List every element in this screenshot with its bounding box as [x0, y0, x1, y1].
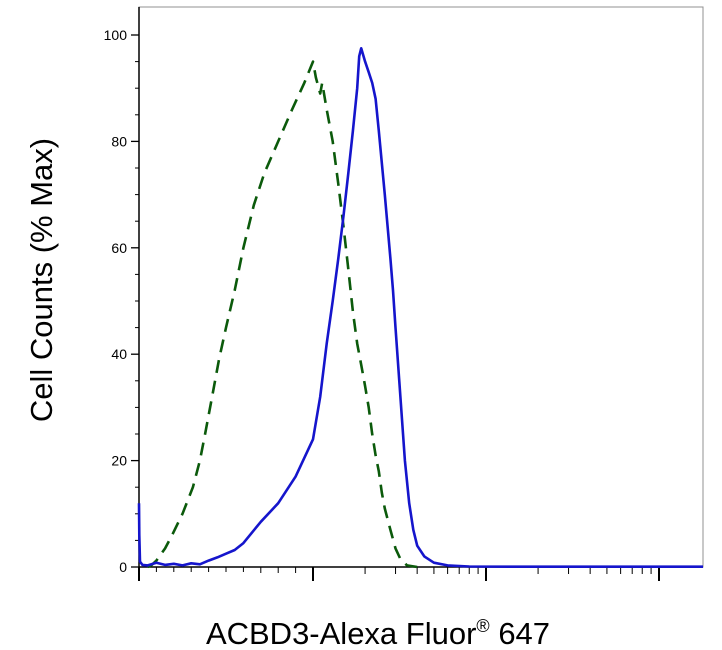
y-axis-title: Cell Counts (% Max)	[24, 138, 59, 422]
y-axis: 0 20 40 60 80 100	[104, 27, 139, 575]
y-tick-label: 40	[111, 346, 127, 362]
y-tick-label: 0	[119, 559, 127, 575]
series-layer	[137, 47, 703, 569]
y-tick-label: 80	[111, 133, 127, 149]
series-dashed-line	[147, 60, 418, 569]
x-axis-title-registered-mark: ®	[476, 616, 489, 636]
x-axis	[138, 567, 660, 581]
y-tick-label: 60	[111, 240, 127, 256]
series-solid-line	[137, 47, 703, 568]
x-axis-title-main: ACBD3-Alexa Fluor	[206, 616, 476, 650]
y-tick-label: 20	[111, 453, 127, 469]
x-axis-title-space	[490, 616, 499, 650]
x-axis-title-suffix: 647	[498, 616, 550, 650]
y-tick-label: 100	[104, 27, 128, 43]
x-axis-title: ACBD3-Alexa Fluor® 647	[206, 616, 550, 650]
plot-frame	[138, 6, 704, 568]
